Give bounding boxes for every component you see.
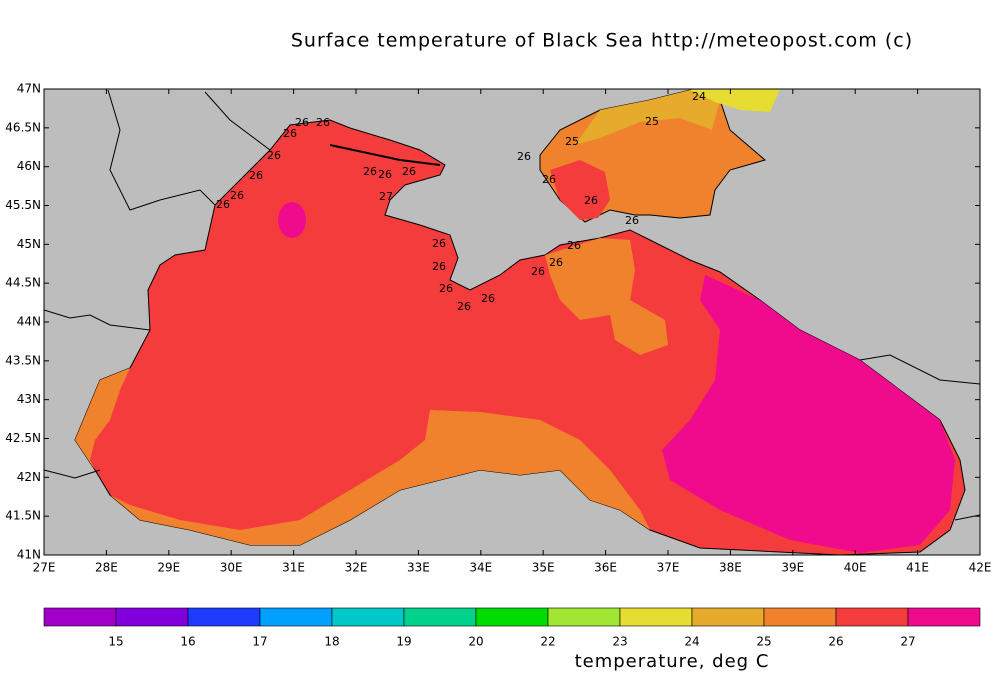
temperature-label: 26 bbox=[295, 116, 309, 129]
colorbar-label: 17 bbox=[252, 635, 267, 649]
warm-band-west bbox=[75, 368, 130, 470]
temperature-label: 26 bbox=[517, 150, 531, 163]
border bbox=[43, 469, 101, 479]
lat-label: 47N bbox=[17, 82, 41, 96]
colorbar-segment bbox=[835, 607, 909, 627]
temperature-label: 26 bbox=[402, 165, 416, 178]
border bbox=[204, 91, 271, 151]
temperature-label: 26 bbox=[432, 237, 446, 250]
hot-area-east bbox=[662, 275, 955, 553]
temperature-label: 25 bbox=[565, 135, 579, 148]
colorbar-segment bbox=[907, 607, 981, 627]
temperature-label: 26 bbox=[316, 116, 330, 129]
lon-label: 29E bbox=[157, 561, 180, 575]
coast-spit bbox=[329, 144, 441, 166]
temperature-label: 24 bbox=[692, 90, 706, 103]
colorbar-segment bbox=[619, 607, 693, 627]
temperature-label: 26 bbox=[216, 198, 230, 211]
colorbar-label: 15 bbox=[108, 635, 123, 649]
lat-label: 45.5N bbox=[5, 198, 41, 212]
lon-label: 35E bbox=[532, 561, 555, 575]
lat-label: 45N bbox=[17, 237, 41, 251]
temperature-label: 26 bbox=[283, 127, 297, 140]
lat-label: 43N bbox=[17, 392, 41, 406]
azov-cool-area bbox=[575, 90, 720, 145]
colorbar-label: 24 bbox=[684, 635, 699, 649]
temperature-label: 27 bbox=[379, 190, 393, 203]
colorbar-segment bbox=[403, 607, 477, 627]
lon-label: 36E bbox=[594, 561, 617, 575]
border bbox=[43, 309, 151, 331]
lon-label: 40E bbox=[844, 561, 867, 575]
temperature-label: 26 bbox=[432, 260, 446, 273]
azov-yellow-area bbox=[690, 89, 780, 112]
temperature-label: 26 bbox=[531, 265, 545, 278]
colorbar-label: 27 bbox=[900, 635, 915, 649]
map-area bbox=[43, 88, 981, 556]
lat-label: 43.5N bbox=[5, 353, 41, 367]
colorbar-segment bbox=[115, 607, 189, 627]
temperature-label: 26 bbox=[378, 168, 392, 181]
lon-label: 31E bbox=[282, 561, 305, 575]
temperature-label: 26 bbox=[625, 214, 639, 227]
colorbar-title: temperature, deg C bbox=[575, 651, 770, 672]
colorbar-segment bbox=[187, 607, 261, 627]
lon-label: 28E bbox=[95, 561, 118, 575]
colorbar-segment bbox=[331, 607, 405, 627]
colorbar-segment bbox=[43, 607, 117, 627]
colorbar-label: 22 bbox=[540, 635, 555, 649]
lat-label: 44.5N bbox=[5, 276, 41, 290]
lon-label: 27E bbox=[33, 561, 56, 575]
lat-label: 42.5N bbox=[5, 431, 41, 445]
border bbox=[859, 354, 981, 385]
border bbox=[107, 89, 216, 211]
colorbar-label: 19 bbox=[396, 635, 411, 649]
lon-label: 41E bbox=[906, 561, 929, 575]
colorbar-segment bbox=[763, 607, 837, 627]
lon-label: 42E bbox=[969, 561, 992, 575]
lat-label: 41.5N bbox=[5, 509, 41, 523]
lon-label: 38E bbox=[719, 561, 742, 575]
temperature-label: 26 bbox=[549, 256, 563, 269]
colorbar-segment bbox=[547, 607, 621, 627]
temperature-label: 26 bbox=[542, 173, 556, 186]
title: Surface temperature of Black Sea http://… bbox=[291, 30, 913, 52]
temperature-label: 26 bbox=[439, 282, 453, 295]
lon-label: 34E bbox=[469, 561, 492, 575]
warm-band-south bbox=[110, 410, 650, 545]
hot-spot-west bbox=[278, 202, 306, 238]
lat-label: 41N bbox=[17, 548, 41, 562]
lon-label: 33E bbox=[407, 561, 430, 575]
lat-label: 42N bbox=[17, 470, 41, 484]
colorbar-segment bbox=[259, 607, 333, 627]
temperature-label: 26 bbox=[267, 149, 281, 162]
temperature-label: 26 bbox=[481, 292, 495, 305]
colorbar-label: 16 bbox=[180, 635, 195, 649]
lat-label: 44N bbox=[17, 315, 41, 329]
lon-label: 37E bbox=[657, 561, 680, 575]
lon-label: 39E bbox=[781, 561, 804, 575]
colorbar-label: 25 bbox=[756, 635, 771, 649]
colorbar-label: 18 bbox=[324, 635, 339, 649]
colorbar-label: 20 bbox=[468, 635, 483, 649]
temperature-label: 25 bbox=[645, 115, 659, 128]
temperature-label: 26 bbox=[457, 300, 471, 313]
colorbar-label: 26 bbox=[828, 635, 843, 649]
lat-label: 46.5N bbox=[5, 120, 41, 134]
temperature-label: 26 bbox=[363, 165, 377, 178]
lon-label: 30E bbox=[220, 561, 243, 575]
colorbar-label: 23 bbox=[612, 635, 627, 649]
colorbar-segment bbox=[475, 607, 549, 627]
azov-warm-area bbox=[550, 160, 610, 220]
temperature-label: 26 bbox=[230, 189, 244, 202]
lon-label: 32E bbox=[345, 561, 368, 575]
warm-area-east-coast bbox=[545, 238, 668, 355]
temperature-label: 26 bbox=[584, 194, 598, 207]
temperature-label: 26 bbox=[567, 239, 581, 252]
colorbar-segment bbox=[691, 607, 765, 627]
lat-label: 46N bbox=[17, 159, 41, 173]
temperature-label: 26 bbox=[249, 169, 263, 182]
